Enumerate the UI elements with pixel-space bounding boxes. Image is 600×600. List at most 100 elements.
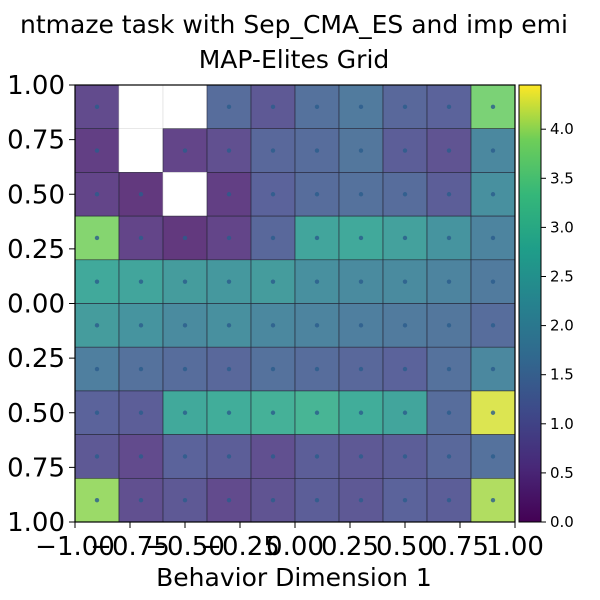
elite-point [314, 192, 320, 197]
colorbar-tick-label: 3.5 [550, 169, 574, 187]
elite-point [138, 497, 144, 503]
grid-cell [426, 128, 472, 173]
x-axis-ticks: −1.00−0.75−0.50−0.250.000.250.500.751.00 [35, 522, 544, 562]
x-tick-label: 0.75 [431, 532, 489, 562]
elite-point [182, 410, 188, 415]
colorbar-tick-label: 3.0 [550, 218, 574, 236]
elite-point [226, 497, 232, 503]
elite-point [226, 366, 232, 372]
x-tick-label: 0.25 [321, 532, 379, 562]
elite-point [138, 192, 144, 197]
x-tick-label: 0.00 [266, 532, 324, 562]
colorbar-tick-label: 4.0 [550, 120, 574, 138]
elite-point [94, 148, 100, 153]
colorbar-tick-label: 2.5 [550, 267, 574, 285]
elite-point [402, 104, 408, 110]
elite-point [402, 323, 408, 328]
elite-point [358, 497, 364, 503]
elite-point [358, 235, 364, 241]
elite-point [358, 279, 364, 284]
elite-point [182, 279, 188, 284]
elite-point [94, 366, 100, 372]
elite-point [94, 497, 100, 503]
elite-point [270, 192, 276, 197]
elite-point [94, 454, 100, 459]
x-axis-label: Behavior Dimension 1 [156, 563, 432, 592]
elite-point [94, 192, 100, 197]
x-tick-label: −0.75 [90, 532, 170, 562]
colorbar-tick-label: 2.0 [550, 317, 574, 335]
empty-cell [162, 85, 208, 130]
elite-point [138, 279, 144, 284]
elite-point [314, 454, 320, 459]
elite-point [314, 235, 320, 241]
elite-point [358, 104, 364, 110]
elite-point [138, 366, 144, 372]
empty-cell [118, 85, 164, 130]
chart-title-line2: MAP-Elites Grid [199, 45, 390, 74]
elite-point [138, 410, 144, 415]
y-tick-label: 0.75 [7, 126, 65, 156]
elite-point [446, 104, 452, 110]
elite-point [226, 148, 232, 153]
colorbar-tick-label: 1.0 [550, 415, 574, 433]
elite-point [182, 366, 188, 372]
elite-point [182, 323, 188, 328]
elite-point [358, 410, 364, 415]
empty-cell [118, 128, 164, 173]
elite-point [314, 497, 320, 503]
y-axis-ticks: 1.00 0.75 0.50 0.25 0.00 0.25 0.50 0.75 1.00 [7, 71, 75, 538]
colorbar-ticks: 0.0 0.5 1.0 1.5 2.0 2.5 3.0 3.5 4.0 [541, 120, 574, 531]
elite-point [446, 366, 452, 372]
elite-point [94, 323, 100, 328]
grid-cell [162, 259, 208, 304]
elite-point [402, 497, 408, 503]
elite-point [446, 192, 452, 197]
elite-point [138, 235, 144, 241]
elite-point [270, 235, 276, 241]
elite-point [314, 279, 320, 284]
y-tick-label: 1.00 [7, 71, 65, 101]
elite-point [314, 410, 320, 415]
elite-point [182, 148, 188, 153]
elite-point [358, 454, 364, 459]
elite-point [402, 410, 408, 415]
elite-point [270, 410, 276, 415]
x-tick-label: −1.00 [35, 532, 115, 562]
elite-point [94, 410, 100, 415]
elite-point [446, 323, 452, 328]
elite-point [182, 235, 188, 241]
elite-point [490, 279, 496, 284]
elite-point [226, 235, 232, 241]
elite-point [314, 104, 320, 110]
grid-cell [382, 259, 428, 304]
elite-point [226, 323, 232, 328]
elite-point [226, 279, 232, 284]
elite-point [270, 279, 276, 284]
grid-cell [426, 434, 472, 479]
colorbar-tick-label: 1.5 [550, 366, 574, 384]
elite-point [446, 279, 452, 284]
elite-point [358, 366, 364, 372]
elite-point [226, 192, 232, 197]
y-tick-label: 0.25 [7, 235, 65, 265]
elite-point [490, 148, 496, 153]
elite-point [182, 454, 188, 459]
elite-point [270, 104, 276, 110]
elite-point [490, 323, 496, 328]
colorbar-tick-label: 0.0 [550, 513, 574, 531]
elite-point [490, 235, 496, 241]
elite-point [314, 323, 320, 328]
elite-point [270, 497, 276, 503]
elite-point [270, 366, 276, 372]
y-tick-label: 0.75 [7, 453, 65, 483]
chart-title-line1: ntmaze task with Sep_CMA_ES and imp emi [20, 10, 568, 39]
elite-point [446, 454, 452, 459]
y-tick-label: 0.50 [7, 399, 65, 429]
colorbar-gradient [518, 84, 542, 523]
elite-point [182, 497, 188, 503]
elite-point [94, 279, 100, 284]
elite-point [226, 454, 232, 459]
elite-point [138, 323, 144, 328]
